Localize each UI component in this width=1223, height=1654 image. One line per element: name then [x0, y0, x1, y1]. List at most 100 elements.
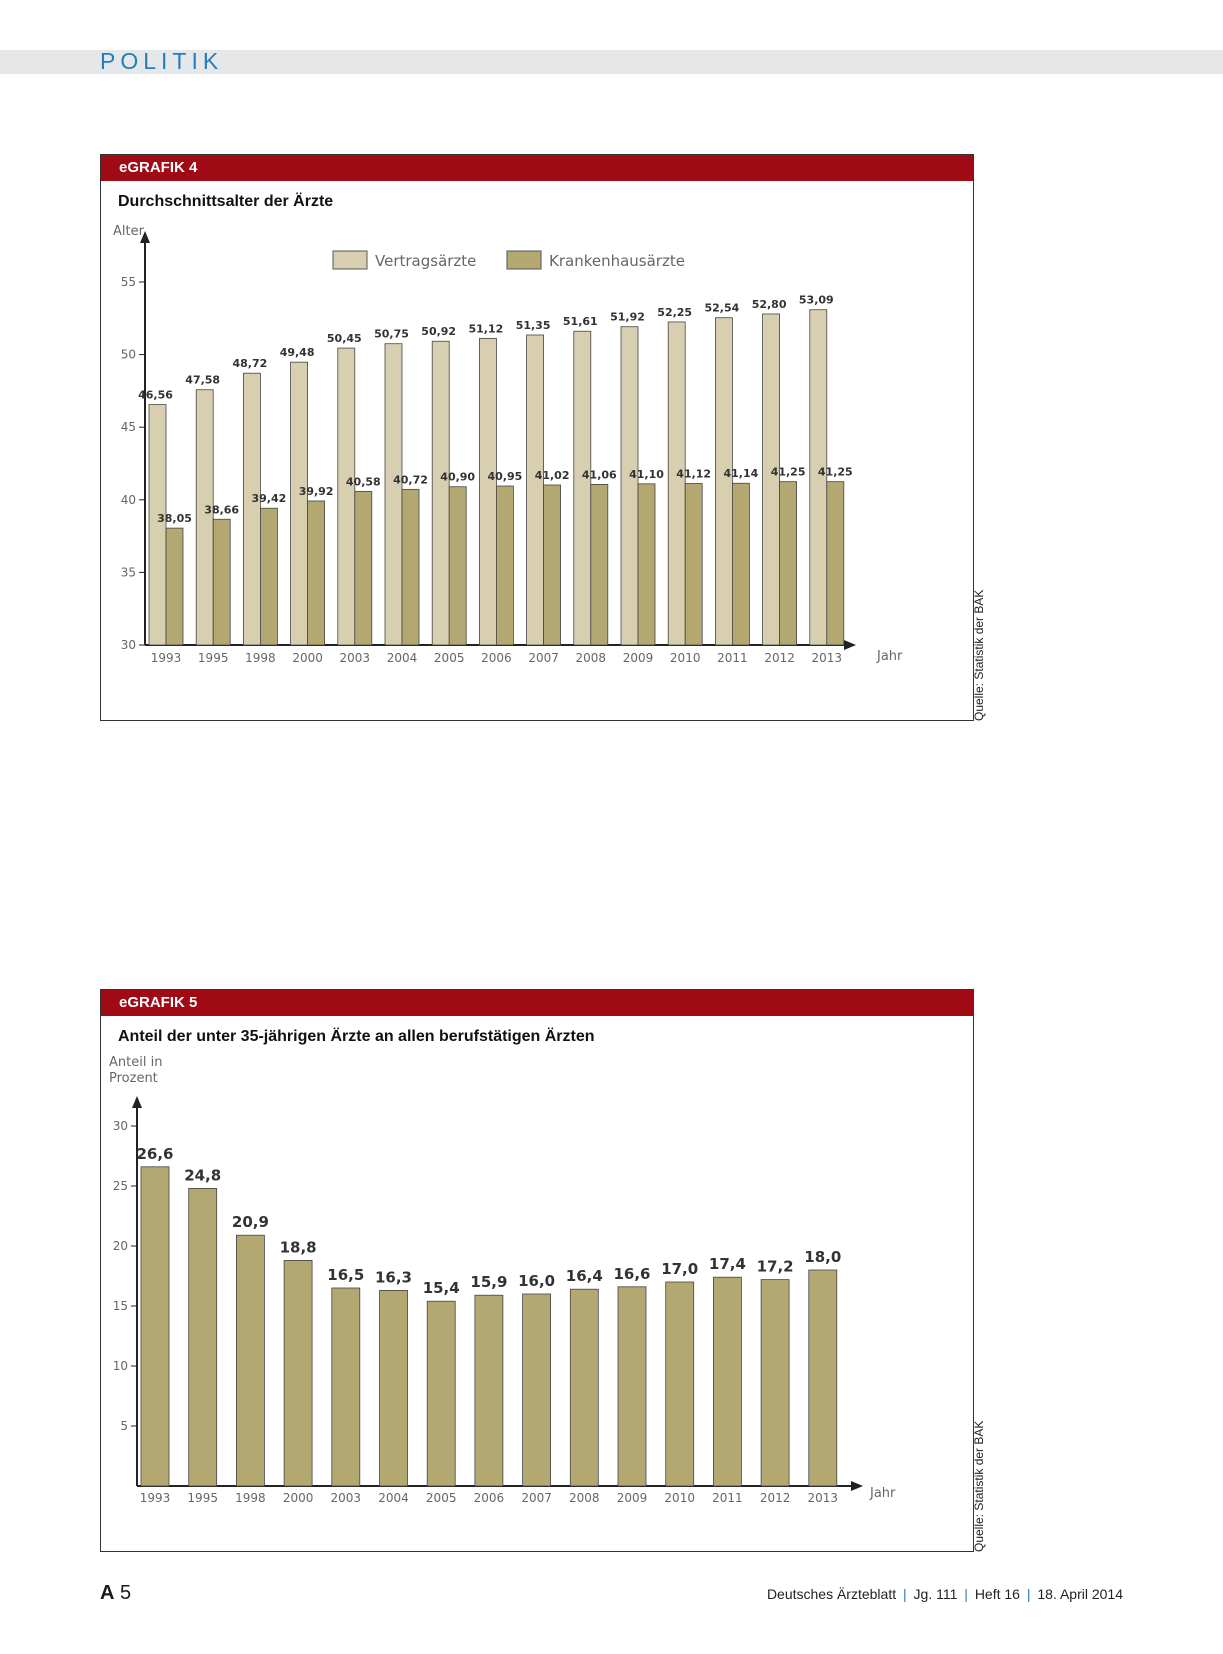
data-label: 15,4: [423, 1279, 460, 1297]
bar: [715, 317, 733, 646]
x-tick-label: 2010: [664, 1491, 695, 1505]
bar: [212, 518, 231, 646]
data-label: 51,12: [469, 322, 504, 335]
x-tick-label: 2005: [434, 651, 465, 665]
x-axis-arrow: [851, 1481, 863, 1491]
x-tick-label: 1995: [198, 651, 229, 665]
bar: [195, 389, 214, 646]
x-tick-label: 2010: [670, 651, 701, 665]
y-tick-label: 10: [113, 1359, 128, 1373]
bar: [713, 1276, 742, 1487]
page-prefix: A: [100, 1582, 115, 1604]
bar: [165, 527, 184, 646]
separator: |: [1026, 1586, 1031, 1602]
x-axis-arrow: [844, 640, 856, 650]
bar: [331, 1287, 361, 1487]
legend-swatch: [332, 250, 368, 270]
data-label: 40,90: [440, 471, 475, 484]
section-label: POLITIK: [100, 48, 224, 74]
x-tick-label: 2012: [760, 1491, 791, 1505]
data-label: 24,8: [184, 1166, 221, 1184]
data-label: 20,9: [232, 1213, 269, 1231]
data-label: 16,6: [613, 1265, 650, 1283]
bar: [732, 482, 750, 646]
x-tick-label: 1995: [187, 1491, 218, 1505]
figure-title: Durchschnittsalter der Ärzte: [118, 193, 334, 210]
page-number: A 5: [100, 1582, 131, 1605]
data-label: 41,12: [676, 468, 711, 481]
x-tick-label: 2000: [283, 1491, 314, 1505]
x-tick-label: 2006: [481, 651, 512, 665]
data-label: 47,58: [185, 374, 220, 387]
data-label: 39,92: [299, 485, 334, 498]
bar: [384, 343, 403, 646]
chart-average-age: Alter Jahr 30 35 40 45 50 55 Vertragsärzte Kranke…: [113, 224, 903, 665]
bar: [307, 500, 326, 646]
figure-title: Anteil der unter 35-jährigen Ärzte an al…: [118, 1028, 595, 1045]
bar: [762, 313, 780, 646]
y-tick-label: 45: [121, 420, 136, 434]
x-tick-label: 2006: [474, 1491, 505, 1505]
bar: [431, 340, 450, 646]
journal-footer: Deutsches Ärzteblatt | Jg. 111 | Heft 16…: [767, 1586, 1123, 1602]
bar: [779, 481, 797, 646]
x-tick-label: 1998: [235, 1491, 266, 1505]
bar: [495, 485, 514, 646]
data-label: 40,58: [346, 475, 381, 488]
data-label: 48,72: [233, 357, 268, 370]
bar: [337, 347, 356, 646]
data-label: 38,66: [204, 503, 239, 516]
data-label: 40,72: [393, 473, 428, 486]
section-band: [0, 50, 1223, 74]
y-axis-arrow: [132, 1096, 142, 1108]
data-label: 50,45: [327, 332, 362, 345]
data-label: 51,61: [563, 315, 598, 328]
bar: [808, 1269, 838, 1487]
legend-label: Krankenhausärzte: [549, 252, 685, 270]
data-label: 16,0: [518, 1272, 555, 1290]
bar: [826, 481, 845, 646]
x-tick-label: 2013: [812, 651, 843, 665]
data-label: 52,54: [705, 302, 740, 315]
bar: [543, 484, 562, 646]
x-tick-label: 1993: [140, 1491, 171, 1505]
x-tick-label: 2004: [378, 1491, 409, 1505]
bar: [448, 486, 467, 646]
separator: |: [964, 1586, 968, 1602]
page-number-value: 5: [120, 1582, 132, 1604]
bar: [526, 334, 545, 646]
y-tick-label: 5: [120, 1419, 128, 1433]
y-axis-label: Prozent: [109, 1071, 158, 1086]
data-label: 15,9: [470, 1273, 507, 1291]
data-label: 53,09: [799, 294, 834, 307]
y-tick-label: 50: [121, 348, 136, 362]
legend-swatch: [506, 250, 542, 270]
data-label: 17,2: [757, 1258, 794, 1276]
source-text: Quelle: Statistik der BÄK: [972, 589, 986, 721]
bar: [620, 326, 639, 646]
data-label: 50,92: [421, 325, 456, 338]
bar: [242, 372, 261, 646]
y-tick-label: 15: [113, 1299, 128, 1313]
data-label: 16,4: [566, 1267, 603, 1285]
bar: [354, 490, 373, 646]
x-tick-label: 2008: [569, 1491, 600, 1505]
y-tick-label: 55: [121, 275, 136, 289]
data-label: 17,0: [661, 1260, 698, 1278]
journal-issue: Heft 16: [974, 1586, 1020, 1602]
bar: [379, 1289, 408, 1487]
x-tick-label: 2011: [712, 1491, 743, 1505]
x-tick-label: 2004: [387, 651, 418, 665]
x-tick-label: 2011: [717, 651, 748, 665]
bar: [140, 1166, 170, 1487]
x-tick-label: 2013: [808, 1491, 839, 1505]
data-label: 40,95: [488, 470, 523, 483]
data-label: 41,25: [818, 466, 853, 479]
bar: [426, 1300, 456, 1487]
bar: [478, 337, 497, 646]
figure-share-under-35: eGRAFIK 5 Anteil der unter 35-jährigen Ä…: [100, 989, 974, 1552]
journal-date: 18. April 2014: [1037, 1586, 1123, 1602]
source-text: Quelle: Statistik der BÄK: [972, 1420, 986, 1552]
data-label: 16,5: [327, 1266, 364, 1284]
